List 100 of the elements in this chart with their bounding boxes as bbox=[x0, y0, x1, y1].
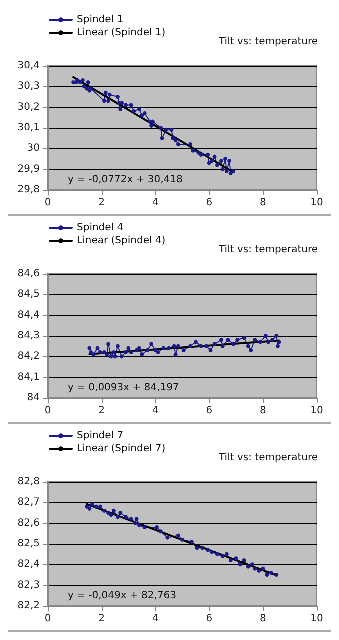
point bbox=[105, 352, 110, 357]
point bbox=[156, 350, 160, 355]
point bbox=[116, 344, 120, 348]
point bbox=[88, 346, 92, 350]
point bbox=[106, 99, 111, 104]
point bbox=[250, 562, 254, 567]
point bbox=[220, 159, 224, 164]
x-tick-label: 0 bbox=[44, 614, 52, 624]
y-tick-label: 30,4 bbox=[18, 60, 40, 72]
point bbox=[126, 346, 131, 350]
point bbox=[276, 344, 280, 348]
legend-label: Spindel 1 bbox=[77, 14, 124, 26]
point bbox=[129, 103, 134, 108]
y-tick-label: 82,2 bbox=[18, 600, 40, 612]
point bbox=[104, 90, 108, 95]
point bbox=[176, 534, 180, 538]
x-tick-label: 4 bbox=[152, 406, 159, 416]
point bbox=[274, 334, 279, 338]
point bbox=[92, 352, 96, 357]
point bbox=[86, 80, 90, 85]
point bbox=[204, 344, 209, 348]
point bbox=[129, 517, 134, 522]
point bbox=[207, 161, 212, 166]
point bbox=[140, 114, 144, 118]
point bbox=[176, 142, 180, 147]
y-tick-label: 29,9 bbox=[18, 164, 40, 175]
point bbox=[180, 538, 184, 542]
point bbox=[80, 78, 85, 82]
point bbox=[208, 348, 213, 352]
point bbox=[154, 348, 158, 352]
y-tick-label: 84,3 bbox=[18, 330, 40, 342]
point bbox=[199, 344, 204, 348]
point bbox=[220, 167, 225, 172]
point bbox=[164, 128, 168, 132]
point bbox=[162, 346, 166, 350]
point bbox=[109, 513, 114, 518]
point bbox=[76, 78, 80, 82]
point bbox=[113, 354, 118, 359]
point bbox=[220, 338, 224, 342]
point bbox=[200, 546, 205, 550]
point bbox=[102, 99, 106, 104]
point bbox=[224, 169, 229, 174]
point bbox=[258, 340, 263, 344]
annotation: y = -0,0772x + 30,418 bbox=[68, 174, 183, 186]
x-tick-label: 6 bbox=[206, 198, 213, 208]
point bbox=[238, 562, 242, 567]
point bbox=[98, 504, 102, 509]
point bbox=[94, 504, 98, 509]
point bbox=[167, 346, 172, 350]
y-tick-label: 84,4 bbox=[18, 310, 40, 321]
point bbox=[236, 338, 240, 342]
point bbox=[96, 346, 100, 350]
point bbox=[269, 570, 274, 575]
point bbox=[150, 124, 154, 128]
point bbox=[215, 163, 220, 168]
chart-title: Tilt vs: temperature bbox=[218, 36, 318, 48]
point bbox=[188, 142, 193, 147]
y-tick-label: 30,2 bbox=[18, 102, 40, 113]
point bbox=[277, 340, 282, 344]
point bbox=[118, 511, 123, 515]
point bbox=[85, 504, 90, 509]
point bbox=[154, 525, 159, 530]
point bbox=[116, 95, 120, 99]
point bbox=[120, 354, 124, 359]
point bbox=[261, 566, 266, 571]
legend-label: Linear (Spindel 7) bbox=[77, 444, 166, 454]
y-tick-label: 82,3 bbox=[18, 580, 40, 591]
y-tick-label: 84,5 bbox=[18, 289, 40, 300]
y-tick-label: 84 bbox=[27, 392, 40, 404]
point bbox=[265, 573, 270, 577]
point bbox=[98, 350, 102, 355]
point bbox=[171, 136, 176, 140]
point bbox=[210, 550, 214, 554]
point bbox=[226, 338, 230, 342]
x-tick-label: 10 bbox=[310, 614, 324, 624]
point bbox=[246, 564, 250, 569]
point bbox=[137, 107, 142, 112]
point bbox=[232, 169, 236, 174]
point bbox=[234, 556, 238, 560]
point bbox=[158, 126, 163, 130]
point bbox=[140, 352, 144, 357]
y-tick-label: 82,5 bbox=[18, 538, 40, 550]
point bbox=[249, 348, 254, 352]
chart-title: Tilt vs: temperature bbox=[218, 452, 318, 464]
point bbox=[270, 338, 275, 342]
y-tick-label: 82,6 bbox=[18, 518, 40, 529]
point bbox=[146, 348, 150, 352]
point bbox=[215, 552, 220, 556]
x-tick-label: 8 bbox=[260, 406, 266, 416]
point bbox=[182, 348, 186, 352]
point bbox=[112, 508, 116, 513]
point bbox=[190, 540, 194, 544]
chart-title: Tilt vs: temperature bbox=[218, 244, 318, 256]
x-tick-label: 10 bbox=[310, 198, 324, 208]
annotation: y = 0,0093x + 84,197 bbox=[68, 382, 180, 394]
point bbox=[108, 92, 112, 97]
point bbox=[88, 506, 92, 511]
x-tick-label: 0 bbox=[44, 406, 52, 416]
point bbox=[106, 342, 111, 346]
x-tick-label: 4 bbox=[152, 614, 159, 624]
